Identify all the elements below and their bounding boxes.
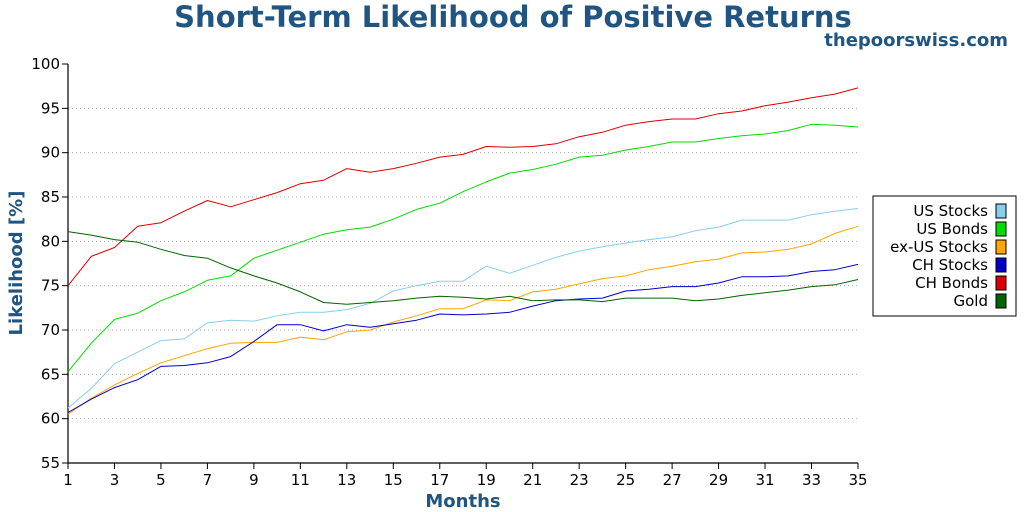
x-tick-label: 27 bbox=[663, 471, 682, 489]
y-tick-label: 75 bbox=[41, 277, 60, 295]
x-tick-label: 1 bbox=[63, 471, 73, 489]
y-tick-label: 100 bbox=[31, 55, 60, 73]
y-tick-label: 95 bbox=[41, 99, 60, 117]
legend-swatch bbox=[995, 221, 1007, 237]
series-line-us-stocks bbox=[67, 208, 859, 409]
legend-label: CH Stocks bbox=[912, 256, 988, 274]
y-tick-label: 55 bbox=[41, 454, 60, 472]
x-tick-label: 3 bbox=[110, 471, 120, 489]
x-tick-label: 19 bbox=[477, 471, 496, 489]
series-line-ch-bonds bbox=[67, 87, 859, 287]
y-tick-label: 80 bbox=[41, 232, 60, 250]
legend-swatch bbox=[995, 203, 1007, 219]
y-tick-label: 60 bbox=[41, 410, 60, 428]
legend-label: ex-US Stocks bbox=[890, 238, 988, 256]
y-tick-label: 90 bbox=[41, 144, 60, 162]
x-tick-label: 9 bbox=[249, 471, 259, 489]
series-line-ch-stocks bbox=[67, 263, 859, 413]
x-tick-label: 29 bbox=[709, 471, 728, 489]
chart-subtitle: thepoorswiss.com bbox=[824, 30, 1008, 51]
legend-label: CH Bonds bbox=[915, 274, 988, 292]
x-tick-label: 7 bbox=[203, 471, 213, 489]
legend-label: Gold bbox=[954, 292, 989, 310]
x-axis-label: Months bbox=[425, 491, 500, 512]
x-tick-label: 33 bbox=[802, 471, 821, 489]
x-tick-label: 5 bbox=[156, 471, 166, 489]
series-lines bbox=[67, 87, 859, 415]
legend-swatch bbox=[995, 275, 1007, 291]
y-axis-label: Likelihood [%] bbox=[6, 191, 27, 336]
x-tick-label: 15 bbox=[384, 471, 403, 489]
x-tick-label: 23 bbox=[570, 471, 589, 489]
legend-box bbox=[872, 195, 1017, 317]
x-tick-label: 17 bbox=[430, 471, 449, 489]
legend-swatch bbox=[995, 239, 1007, 255]
x-tick-label: 31 bbox=[756, 471, 775, 489]
legend-swatch bbox=[995, 257, 1007, 273]
series-line-gold bbox=[67, 231, 859, 305]
y-tick-label: 85 bbox=[41, 188, 60, 206]
legend-label: US Stocks bbox=[913, 202, 988, 220]
y-tick-label: 70 bbox=[41, 321, 60, 339]
x-tick-label: 25 bbox=[616, 471, 635, 489]
x-tick-label: 11 bbox=[291, 471, 310, 489]
x-tick-label: 35 bbox=[848, 471, 867, 489]
x-tick-label: 13 bbox=[337, 471, 356, 489]
legend-swatch bbox=[995, 293, 1007, 309]
chart-title: Short-Term Likelihood of Positive Return… bbox=[174, 0, 852, 34]
series-line-ex-us-stocks bbox=[67, 225, 859, 415]
legend-label: US Bonds bbox=[916, 220, 988, 238]
series-line-us-bonds bbox=[67, 123, 859, 373]
y-tick-label: 65 bbox=[41, 365, 60, 383]
x-tick-label: 21 bbox=[523, 471, 542, 489]
